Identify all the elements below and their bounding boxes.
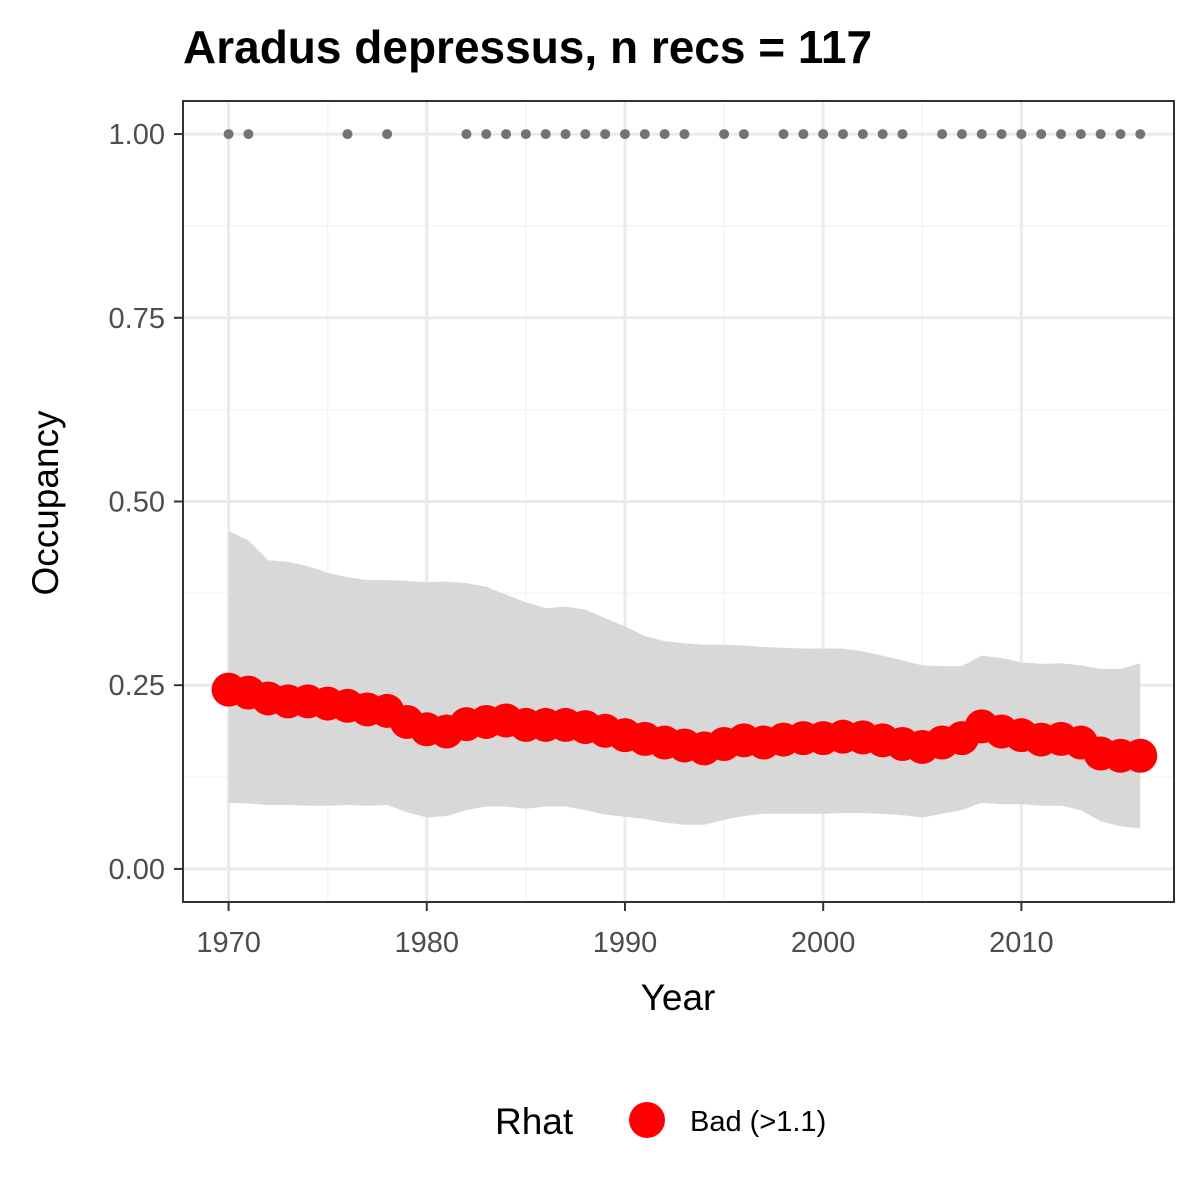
record-point	[719, 129, 729, 139]
record-point	[957, 129, 967, 139]
x-tick-label: 1970	[196, 927, 261, 959]
x-axis-title: Year	[641, 977, 716, 1018]
x-axis: 1970 1980 1990 2000 2010	[196, 902, 1053, 959]
x-tick-label: 2010	[989, 927, 1054, 959]
record-point	[977, 129, 987, 139]
record-point	[1076, 129, 1086, 139]
y-tick-label: 0.00	[109, 854, 165, 886]
record-point	[818, 129, 828, 139]
record-point	[640, 129, 650, 139]
x-tick-label: 2000	[791, 927, 856, 959]
record-point	[779, 129, 789, 139]
record-point	[1016, 129, 1026, 139]
record-point	[878, 129, 888, 139]
record-point	[541, 129, 551, 139]
record-point	[838, 129, 848, 139]
occupancy-point	[1123, 739, 1157, 773]
legend-title: Rhat	[495, 1101, 574, 1142]
y-tick-label: 0.25	[109, 670, 165, 702]
record-point	[382, 129, 392, 139]
record-point	[600, 129, 610, 139]
record-point	[521, 129, 531, 139]
record-point	[897, 129, 907, 139]
record-point	[481, 129, 491, 139]
y-axis-title: Occupancy	[25, 410, 66, 596]
record-point	[1135, 129, 1145, 139]
record-point	[580, 129, 590, 139]
y-axis: 0.00 0.25 0.50 0.75 1.00	[109, 119, 183, 886]
record-point	[1115, 129, 1125, 139]
record-point	[501, 129, 511, 139]
legend-key-bad	[629, 1102, 665, 1138]
x-tick-label: 1980	[395, 927, 460, 959]
x-tick-label: 1990	[593, 927, 658, 959]
record-point	[224, 129, 234, 139]
record-point	[1096, 129, 1106, 139]
record-point	[798, 129, 808, 139]
record-point	[739, 129, 749, 139]
legend-label-bad: Bad (>1.1)	[690, 1106, 826, 1138]
record-point	[343, 129, 353, 139]
record-point	[243, 129, 253, 139]
record-point	[561, 129, 571, 139]
record-point	[997, 129, 1007, 139]
legend: Rhat Bad (>1.1)	[495, 1101, 826, 1142]
record-point	[620, 129, 630, 139]
y-tick-label: 0.50	[109, 487, 165, 519]
record-point	[660, 129, 670, 139]
record-point	[858, 129, 868, 139]
record-point	[461, 129, 471, 139]
record-point	[937, 129, 947, 139]
plot-panel	[183, 101, 1174, 902]
record-point	[1036, 129, 1046, 139]
y-tick-label: 0.75	[109, 303, 165, 335]
record-point	[1056, 129, 1066, 139]
y-tick-label: 1.00	[109, 119, 165, 151]
record-point	[679, 129, 689, 139]
chart-title: Aradus depressus, n recs = 117	[183, 21, 872, 73]
